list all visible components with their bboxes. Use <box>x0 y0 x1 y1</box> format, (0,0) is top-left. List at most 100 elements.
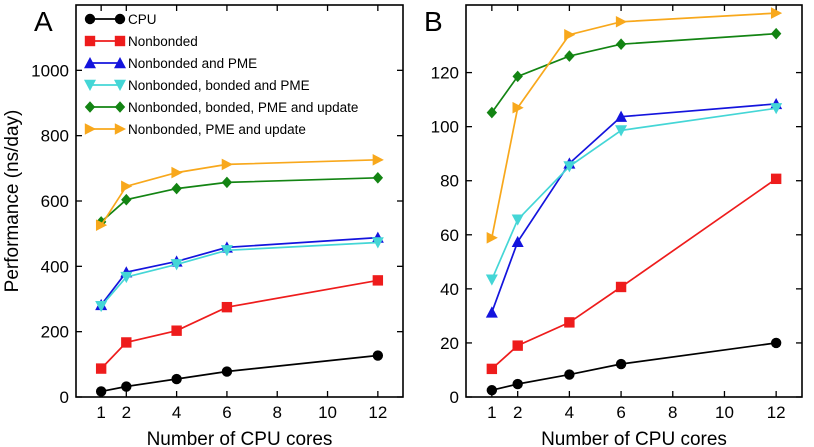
legend-label: Nonbonded, PME and update <box>128 122 306 137</box>
panel-b-label: B <box>424 6 443 37</box>
legend-marker <box>84 123 96 135</box>
panel-b-series-nonbonded-bonded-and-pme-point <box>615 125 628 137</box>
panel-b-series-nonbonded-pme-and-update-point <box>512 101 524 114</box>
panel-b-series-nonbonded-pme-and-update-point <box>770 7 783 19</box>
legend-item-nonbonded-pme-and-update: Nonbonded, PME and update <box>84 122 306 137</box>
panel-a-series-nonbonded-point <box>121 337 132 348</box>
panel-a-x-tick-label: 4 <box>172 403 181 422</box>
panel-a-y-tick-label: 1000 <box>31 61 69 80</box>
panel-a-x-tick-label: 6 <box>222 403 231 422</box>
legend-marker <box>84 57 96 69</box>
panel-b-series-nonbonded-line <box>491 178 777 370</box>
panel-b-series-nonbonded-bonded-and-pme-point <box>770 103 783 115</box>
panel-b-series-nonbonded-point <box>770 173 782 185</box>
panel-b-y-tick-label: 80 <box>440 172 459 191</box>
legend-marker <box>114 79 126 91</box>
panel-b-series-nonbonded-bonded-and-pme-point <box>511 214 524 226</box>
panel-a-series-nonbonded-bonded-and-pme-point <box>220 245 233 257</box>
panel-b-series-cpu-line <box>491 342 777 392</box>
panel-b-series-cpu-point <box>564 369 575 380</box>
panel-b-series-cpu-point <box>512 378 523 390</box>
panel-a-series-cpu-line <box>101 354 378 393</box>
panel-b-x-tick-label: 4 <box>565 403 574 422</box>
panel-a-series-nonbonded-bonded-and-pme-point <box>170 259 183 271</box>
panel-b-series-nonbonded-bonded-pme-and-update-line <box>491 32 777 114</box>
panel-a-y-tick-label: 0 <box>60 388 69 407</box>
panel-b-series-nonbonded-pme-and-update-point <box>564 28 576 41</box>
panel-a-x-tick-label: 1 <box>96 403 105 422</box>
panel-a-series-nonbonded-bonded-pme-and-update-point <box>95 216 107 228</box>
panel-b-series-nonbonded-pme-and-update-point <box>486 231 498 244</box>
panel-a-series-nonbonded-pme-and-update-point <box>372 154 384 166</box>
legend-label: Nonbonded <box>128 34 198 49</box>
panel-a-x-tick-label: 2 <box>122 403 131 422</box>
panel-b-series-nonbonded-and-pme-point <box>615 110 628 122</box>
panel-b-series-nonbonded-bonded-and-pme-point <box>563 161 576 173</box>
panel-a-series-cpu <box>95 350 384 397</box>
panel-b-plot-frame <box>465 4 803 398</box>
legend-label: Nonbonded, bonded and PME <box>128 78 310 93</box>
panel-a-series-nonbonded-bonded-pme-and-update <box>95 172 384 228</box>
panel-a-y-axis-title: Performance (ns/day) <box>2 110 23 293</box>
legend-label: Nonbonded, bonded, PME and update <box>128 100 358 115</box>
panel-b-series-nonbonded-and-pme-point <box>511 235 524 248</box>
panel-b-series-nonbonded-bonded-pme-and-update-point <box>615 38 627 50</box>
panel-b-series-nonbonded-pme-and-update-point <box>615 15 628 28</box>
panel-a-series-nonbonded <box>95 275 384 374</box>
panel-a-series-nonbonded-bonded-pme-and-update-point <box>221 176 233 189</box>
legend-marker <box>114 57 126 69</box>
panel-b-y-tick-label: 100 <box>431 118 459 137</box>
panel-a: A 1 2 4 6 8 10 12 0 200 400 600 800 1000 Number of CPU… <box>2 4 404 447</box>
panel-a-y-tick-label: 400 <box>41 257 69 276</box>
panel-b-series-nonbonded-and-pme-point <box>485 306 498 318</box>
legend-marker <box>84 101 96 113</box>
panel-b-x-tick-label: 2 <box>513 403 522 422</box>
panel-b-series-cpu-point <box>615 358 627 370</box>
panel-a-series-nonbonded-pme-and-update-point <box>171 166 183 179</box>
panel-a-series-nonbonded-pme-and-update-point <box>221 158 233 171</box>
panel-a-series-nonbonded-and-pme <box>95 231 384 311</box>
panel-b-series-cpu-point <box>770 337 782 349</box>
panel-b-series-nonbonded-bonded-pme-and-update-point <box>486 106 498 119</box>
panel-b-y-tick-label: 60 <box>440 226 459 245</box>
panel-a-x-tick-label: 10 <box>318 403 337 422</box>
panel-b-series-nonbonded-pme-and-update-line <box>490 12 777 238</box>
legend-item-nonbonded: Nonbonded <box>84 34 198 49</box>
legend-item-nonbonded-bonded-pme-and-update: Nonbonded, bonded, PME and update <box>84 100 358 115</box>
panel-a-series-nonbonded-line <box>100 279 378 370</box>
panel-b-series-nonbonded-bonded-and-pme-line <box>491 107 777 281</box>
panel-a-series-cpu-point <box>221 366 233 377</box>
panel-a-series-nonbonded-bonded-and-pme-point <box>120 271 133 284</box>
legend-marker <box>114 13 126 25</box>
legend-marker <box>114 123 126 135</box>
legend-marker <box>84 79 96 91</box>
panel-a-series-nonbonded-and-pme-line <box>100 236 378 306</box>
panel-b-series-nonbonded-bonded-pme-and-update-point <box>770 27 782 40</box>
panel-a-y-tick-label: 600 <box>41 192 69 211</box>
panel-a-series-nonbonded-bonded-pme-and-update-line <box>100 176 378 223</box>
legend-marker <box>114 35 126 47</box>
panel-a-series-nonbonded-point <box>372 275 384 286</box>
panel-b-y-tick-label: 120 <box>431 64 459 83</box>
panel-b-y-tick-label: 20 <box>440 334 459 353</box>
panel-a-y-tick-label: 800 <box>41 127 69 146</box>
legend-item-cpu: CPU <box>84 12 157 27</box>
panel-a-series-cpu-point <box>121 381 132 392</box>
panel-b-x-tick-label: 1 <box>487 403 496 422</box>
panel-b-x-tick-label: 12 <box>767 403 786 422</box>
panel-b-series-nonbonded <box>486 173 782 375</box>
panel-b-series-nonbonded-bonded-pme-and-update-point <box>564 50 575 62</box>
legend-marker <box>84 13 96 25</box>
panel-a-series-cpu-point <box>95 386 107 397</box>
panel-a-series-nonbonded-bonded-pme-and-update-point <box>171 182 182 195</box>
panel-b-series-nonbonded-point <box>486 363 498 375</box>
legend-item-nonbonded-bonded-and-pme: Nonbonded, bonded and PME <box>84 78 310 93</box>
panel-b-x-tick-label: 10 <box>715 403 734 422</box>
panel-a-series-nonbonded-point <box>95 363 107 374</box>
panel-b-series-nonbonded-point <box>615 281 627 293</box>
panel-b-series-nonbonded-point <box>564 317 575 328</box>
panel-b-y-tick-label: 40 <box>440 280 459 299</box>
panel-a-x-tick-label: 8 <box>272 403 281 422</box>
legend-label: CPU <box>128 12 157 27</box>
